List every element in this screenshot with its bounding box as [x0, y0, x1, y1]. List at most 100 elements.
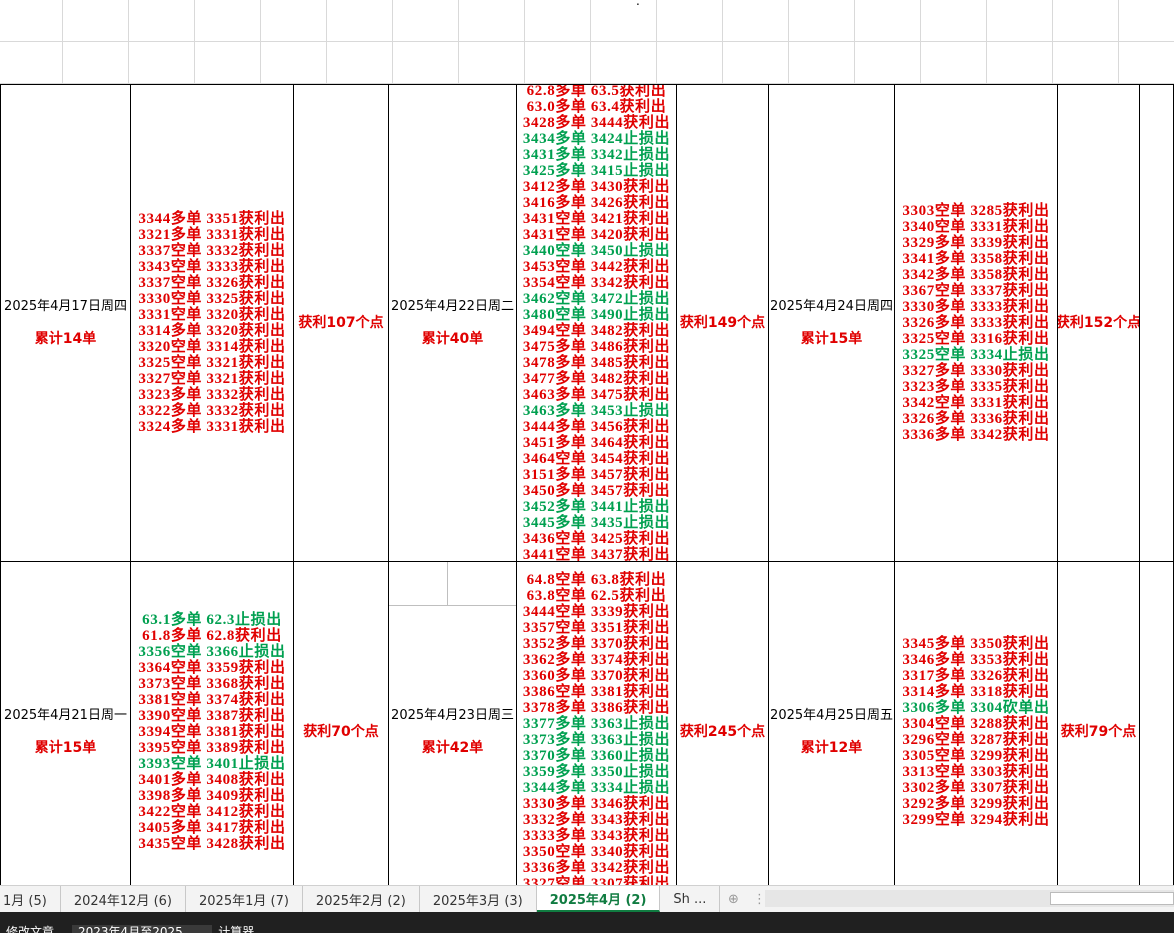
trade: 63.1多单 62.3止损出 [142, 611, 282, 628]
profit: 获利152个点 [1058, 315, 1140, 331]
trade: 3350空单 3340获利出 [522, 843, 671, 860]
date-cell: 2025年4月22日周二 累计40单 [389, 85, 517, 562]
trade: 3364空单 3359获利出 [138, 659, 286, 676]
add-sheet[interactable]: ⊕ [728, 891, 739, 907]
trade: 3352多单 3370获利出 [522, 635, 671, 652]
date-cell: 2025年4月24日周四 累计15单 [769, 85, 895, 562]
task-item[interactable]: 2023年4月至2025... [72, 925, 213, 933]
trade: 3331空单 3320获利出 [138, 307, 286, 323]
order-count: 累计15单 [34, 739, 97, 756]
trade: 3326多单 3336获利出 [902, 411, 1050, 427]
trades-cell: 62.8多单 63.5获利出 63.0多单 63.4获利出 3428多单 3444获… [517, 85, 677, 562]
trade: 3292多单 3299获利出 [902, 795, 1050, 812]
trade: 3342多单 3358获利出 [902, 267, 1050, 283]
trade: 64.8空单 63.8获利出 [526, 571, 667, 588]
trade: 3475多单 3486获利出 [522, 339, 671, 355]
trade: 3428多单 3444获利出 [522, 115, 671, 131]
trade: 3314多单 3320获利出 [138, 323, 286, 339]
trade: 3317多单 3326获利出 [902, 667, 1050, 684]
trade: 3452多单 3441止损出 [522, 499, 671, 515]
sheet-tab[interactable]: Sh ... [660, 886, 721, 912]
date-cell: 2025年4月17日周四 累计14单 [0, 85, 131, 562]
order-count: 累计42单 [421, 739, 484, 756]
trade: 3370多单 3360止损出 [522, 747, 671, 764]
trade: 3324多单 3331获利出 [138, 419, 286, 435]
trade: 3314多单 3318获利出 [902, 683, 1050, 700]
trade: 3343空单 3333获利出 [138, 259, 286, 275]
trade: 3362多单 3374获利出 [522, 651, 671, 668]
profit: 获利70个点 [303, 723, 379, 740]
trade: 63.8空单 62.5获利出 [526, 587, 667, 604]
trades-cell: 64.8空单 63.8获利出 63.8空单 62.5获利出 3444空单 3339获… [517, 562, 677, 885]
sheet: 2025年4月17日周四 累计14单 3344多单 3351获利出 3321多单 33… [0, 84, 1174, 885]
trade: 3463多单 3475获利出 [522, 387, 671, 403]
task-item[interactable]: 修改文章 [6, 925, 55, 933]
trade: 3367空单 3337获利出 [902, 283, 1050, 299]
date: 2025年4月22日周二 [391, 299, 514, 314]
trade: 3327空单 3307获利出 [522, 875, 671, 886]
sheet-tab[interactable]: 1月 (5) [0, 886, 61, 912]
sheet-tab[interactable]: 2025年2月 (2) [303, 886, 420, 912]
sheet-tab[interactable]: 2025年3月 (3) [420, 886, 537, 912]
trade: 3345多单 3350获利出 [902, 635, 1050, 652]
trade: 3436空单 3425获利出 [522, 531, 671, 547]
trade: 3356空单 3366止损出 [138, 643, 286, 660]
trade: 3422空单 3412获利出 [138, 803, 286, 820]
trade: 3359多单 3350止损出 [522, 763, 671, 780]
cell-border [389, 605, 516, 606]
trade: 3326多单 3333获利出 [902, 315, 1050, 331]
trade: 3305空单 3299获利出 [902, 747, 1050, 764]
trade: 3333多单 3343获利出 [522, 827, 671, 844]
trade: 3337空单 3326获利出 [138, 275, 286, 291]
trade: 3325空单 3321获利出 [138, 355, 286, 371]
trade: 3299空单 3294获利出 [902, 811, 1050, 828]
trade: 3336多单 3342获利出 [902, 427, 1050, 443]
trade: 3450多单 3457获利出 [522, 483, 671, 499]
trades-cell: 3303空单 3285获利出 3340空单 3331获利出 3329多单 3339获… [895, 85, 1058, 562]
trade: 3373空单 3368获利出 [138, 675, 286, 692]
task-item[interactable]: 计算器 [218, 925, 255, 933]
trade: 3386空单 3381获利出 [522, 683, 671, 700]
sheet-tab[interactable]: 2024年12月 (6) [61, 886, 187, 912]
trade: 3395空单 3389获利出 [138, 739, 286, 756]
trade: 3313空单 3303获利出 [902, 763, 1050, 780]
more[interactable]: ⋮ [752, 891, 766, 907]
empty-cell [1140, 562, 1174, 885]
trade: 3425多单 3415止损出 [522, 163, 671, 179]
sheet-tab[interactable]: 2025年1月 (7) [186, 886, 303, 912]
trade: 3445多单 3435止损出 [522, 515, 671, 531]
trade: 3357空单 3351获利出 [522, 619, 671, 636]
profit-cell: 获利152个点 [1058, 85, 1140, 562]
trade: 3405多单 3417获利出 [138, 819, 286, 836]
trade: 3323多单 3332获利出 [138, 387, 286, 403]
trade: 3464空单 3454获利出 [522, 451, 671, 467]
profit-cell: 获利79个点 [1058, 562, 1140, 885]
order-count: 累计15单 [800, 331, 863, 347]
trade: 3325空单 3316获利出 [902, 331, 1050, 347]
trade: 3344多单 3334止损出 [522, 779, 671, 796]
sheet-tab[interactable]: 2025年4月 (2) [536, 886, 661, 912]
profit: 获利245个点 [679, 723, 766, 740]
order-count: 累计12单 [800, 739, 863, 756]
trade: 3463多单 3453止损出 [522, 403, 671, 419]
trade: 3478多单 3485获利出 [522, 355, 671, 371]
trade: 3480空单 3490止损出 [522, 307, 671, 323]
profit: 获利107个点 [298, 315, 384, 331]
trade: 3398多单 3409获利出 [138, 787, 286, 804]
trade: 3416多单 3426获利出 [522, 195, 671, 211]
trade: 3354空单 3342获利出 [522, 275, 671, 291]
trade: 3431空单 3420获利出 [522, 227, 671, 243]
order-count: 累计14单 [34, 331, 97, 347]
trade: 3431多单 3342止损出 [522, 147, 671, 163]
trade: 3327空单 3321获利出 [138, 371, 286, 387]
horizontal-scrollbar[interactable] [765, 890, 1174, 907]
trade: 3451多单 3464获利出 [522, 435, 671, 451]
trade: 3441空单 3437获利出 [522, 547, 671, 562]
trade: 3302多单 3307获利出 [902, 779, 1050, 796]
scroll-thumb[interactable] [1050, 892, 1174, 905]
cell-mark: . [636, 0, 640, 8]
profit-cell: 获利70个点 [294, 562, 389, 885]
trade: 3296空单 3287获利出 [902, 731, 1050, 748]
trade: 3327多单 3330获利出 [902, 363, 1050, 379]
